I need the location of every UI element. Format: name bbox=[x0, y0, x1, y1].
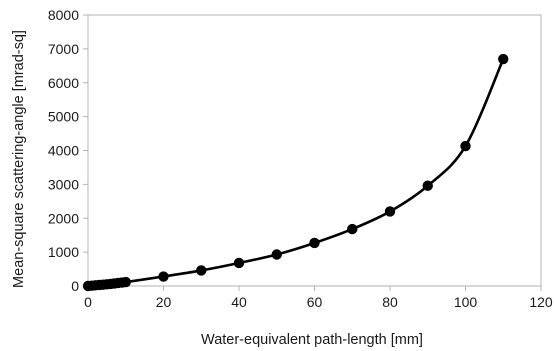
y-tick-label: 5000 bbox=[48, 109, 79, 125]
data-point bbox=[309, 237, 320, 249]
x-tick-label: 20 bbox=[156, 294, 172, 310]
data-point bbox=[271, 249, 282, 260]
y-tick-label: 0 bbox=[71, 278, 79, 294]
plot-area-frame bbox=[87, 14, 542, 287]
x-tick-label: 100 bbox=[454, 294, 478, 310]
data-points bbox=[82, 53, 509, 292]
y-tick-label: 4000 bbox=[48, 143, 79, 159]
data-point bbox=[460, 140, 471, 152]
data-point bbox=[120, 276, 131, 288]
fit-curve-line bbox=[86, 57, 505, 288]
data-point bbox=[422, 180, 433, 191]
data-point bbox=[196, 265, 207, 276]
x-tick-label: 80 bbox=[382, 294, 398, 310]
x-tick-label: 40 bbox=[231, 294, 247, 310]
y-tick-label: 7000 bbox=[48, 41, 79, 57]
y-tick-label: 2000 bbox=[48, 210, 79, 226]
x-axis: 0 20 40 60 80 100 120 bbox=[84, 286, 553, 310]
y-axis-title: Mean-square scattering-angle [mrad-sq] bbox=[11, 30, 27, 288]
y-tick-label: 3000 bbox=[48, 176, 79, 192]
x-axis-title: Water-equivalent path-length [mm] bbox=[201, 332, 423, 348]
y-tick-label: 8000 bbox=[48, 7, 79, 23]
y-tick-label: 1000 bbox=[48, 244, 79, 260]
data-point bbox=[498, 53, 509, 65]
y-tick-label: 6000 bbox=[48, 75, 79, 91]
x-tick-label: 0 bbox=[84, 294, 92, 310]
data-point bbox=[347, 223, 358, 235]
data-point bbox=[233, 257, 245, 269]
data-point bbox=[158, 271, 169, 282]
x-tick-label: 120 bbox=[529, 294, 553, 310]
x-tick-label: 60 bbox=[307, 294, 323, 310]
y-axis: 0 1000 2000 3000 4000 5000 6000 7000 8000 bbox=[48, 7, 88, 294]
data-point bbox=[384, 206, 396, 217]
